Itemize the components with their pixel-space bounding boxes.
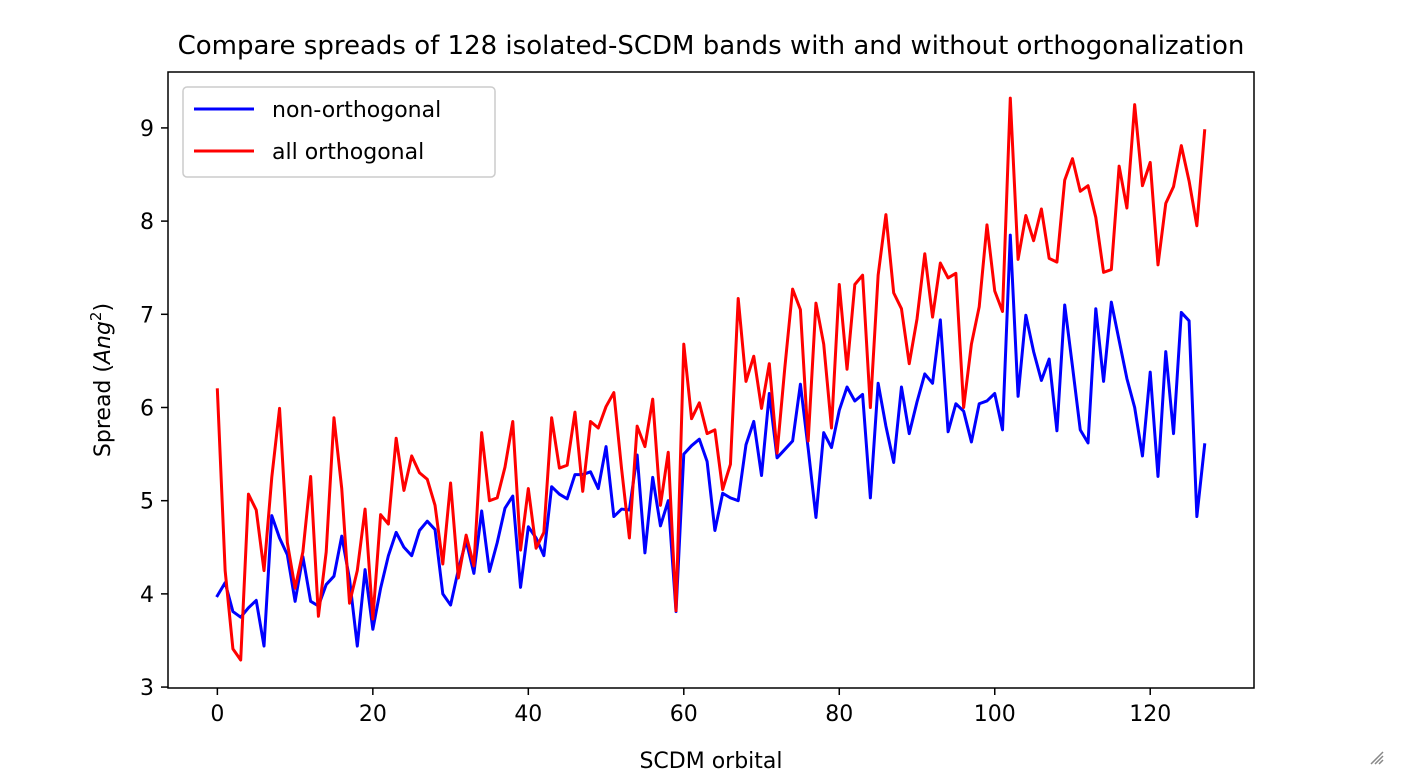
x-tick-label: 0 — [210, 702, 224, 727]
x-axis-label: SCDM orbital — [639, 749, 782, 774]
y-tick-label: 4 — [140, 583, 154, 608]
legend-label-non-orthogonal: non-orthogonal — [272, 98, 441, 123]
y-axis-label-math: Ang — [91, 321, 116, 366]
legend-box — [182, 86, 496, 178]
series-layer — [215, 96, 1207, 662]
y-axis-label-prefix: Spread ( — [91, 364, 116, 457]
y-tick-label: 5 — [140, 490, 154, 515]
x-tick-label: 100 — [974, 702, 1016, 727]
y-axis-label-sup: 2 — [87, 312, 105, 322]
y-axis-label-suffix: ) — [91, 303, 116, 312]
y-tick-label: 7 — [140, 303, 154, 328]
legend-label-all-orthogonal: all orthogonal — [272, 140, 424, 165]
y-axis-label: Spread (Ang2) — [87, 303, 116, 457]
plot-area — [167, 71, 1255, 689]
y-tick-label: 3 — [140, 676, 154, 701]
series-line-all-orthogonal — [215, 96, 1207, 662]
y-tick-label: 6 — [140, 396, 154, 421]
y-axis: 3 4 5 6 7 8 9 — [140, 117, 168, 701]
resize-grip-icon[interactable] — [1369, 750, 1385, 766]
legend: non-orthogonal all orthogonal — [182, 86, 496, 178]
x-tick-label: 40 — [514, 702, 542, 727]
plot-frame — [167, 71, 1255, 689]
x-tick-label: 60 — [670, 702, 698, 727]
x-axis: 0 20 40 60 80 100 120 — [210, 688, 1171, 727]
chart-title: Compare spreads of 128 isolated-SCDM ban… — [178, 31, 1245, 61]
y-tick-label: 8 — [140, 210, 154, 235]
x-tick-label: 20 — [359, 702, 387, 727]
series-line-non-orthogonal — [215, 233, 1207, 648]
x-tick-label: 80 — [825, 702, 853, 727]
y-tick-label: 9 — [140, 117, 154, 142]
x-tick-label: 120 — [1129, 702, 1171, 727]
